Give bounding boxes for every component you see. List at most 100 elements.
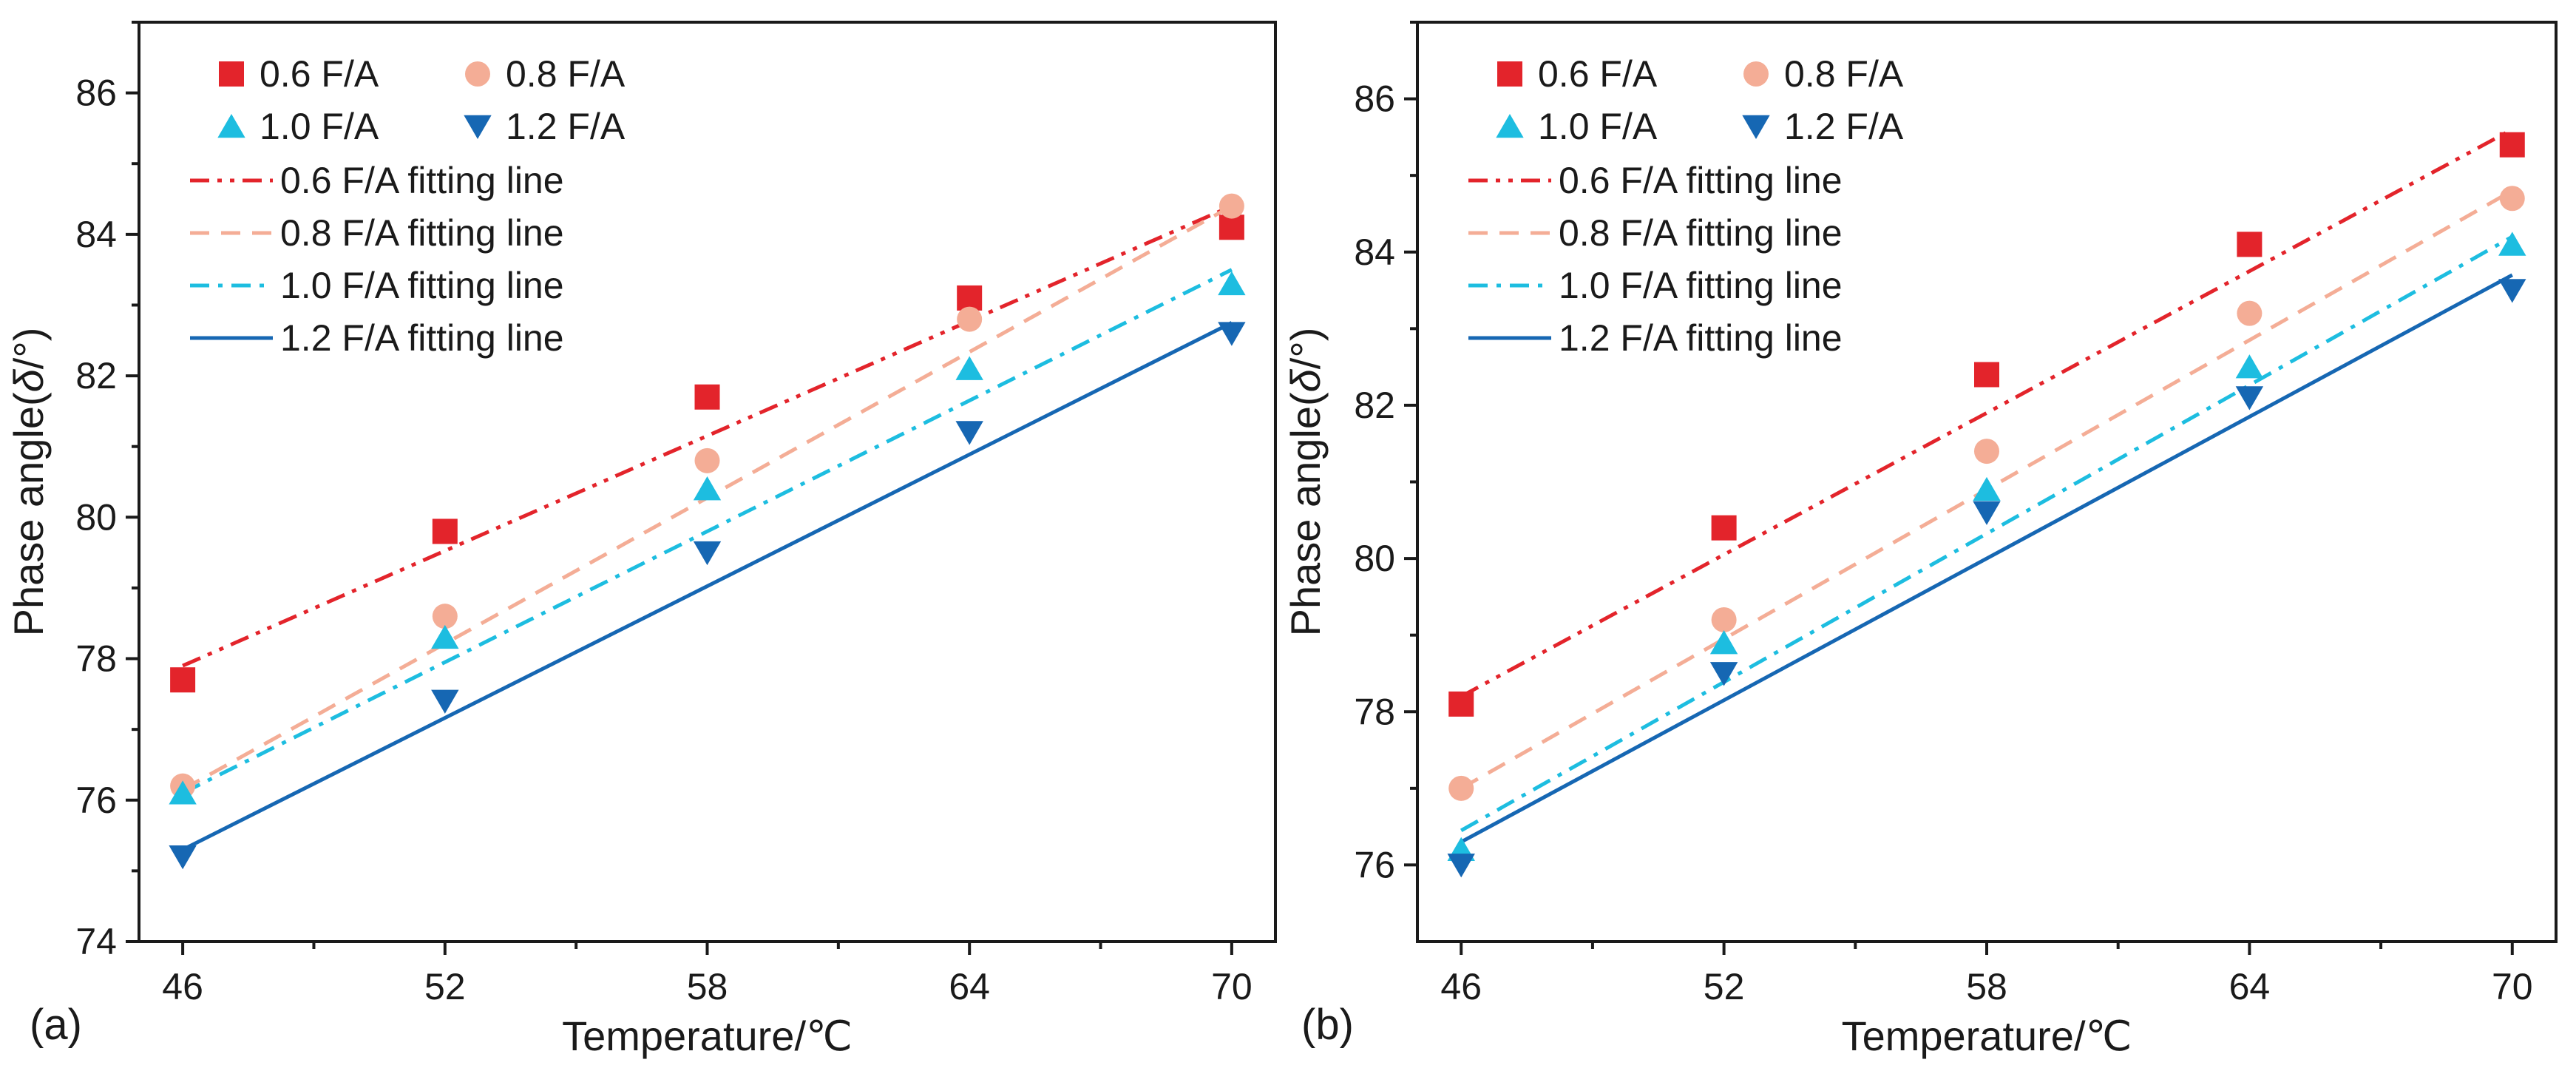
y-tick-label: 76 xyxy=(75,780,117,821)
x-tick-label: 64 xyxy=(949,966,990,1007)
fit-line-2 xyxy=(1460,234,2513,832)
legend-label: 0.6 F/A xyxy=(1538,53,1658,95)
data-point-3 xyxy=(1973,501,2001,525)
legend-label: 0.8 F/A xyxy=(506,53,626,95)
data-point-2 xyxy=(1218,271,1246,296)
data-point-1 xyxy=(1711,607,1737,632)
data-point-1 xyxy=(1218,193,1244,219)
x-tick-label: 64 xyxy=(2229,966,2271,1007)
legend-label: 1.2 F/A xyxy=(1784,106,1904,147)
data-point-3 xyxy=(1447,854,1475,878)
legend-fit-label: 0.8 F/A fitting line xyxy=(1559,212,1843,254)
panel-b: 46 52 58 64 70 76 78 80 82 84 86 Temperature/℃ Phase… xyxy=(1282,21,2558,1059)
y-axis-title-suffix: /°) xyxy=(1282,328,1329,370)
legend-marker-3 xyxy=(464,115,492,139)
y-tick-label: 86 xyxy=(75,72,117,114)
y-axis-title-symbol: δ xyxy=(5,368,52,392)
legend-label: 1.0 F/A xyxy=(1538,106,1658,147)
data-point-1 xyxy=(694,447,720,473)
y-axis-title-prefix: Phase angle( xyxy=(1282,392,1329,636)
y-axis-title-suffix: /°) xyxy=(5,328,52,370)
x-tick-label: 52 xyxy=(424,966,466,1007)
data-point-3 xyxy=(1709,662,1738,686)
x-tick-label: 58 xyxy=(687,966,728,1007)
legend-marker-0 xyxy=(1497,61,1522,87)
data-point-0 xyxy=(432,518,458,544)
legend-marker-2 xyxy=(1496,114,1524,138)
panel-label: (a) xyxy=(30,1001,82,1049)
y-tick-label: 74 xyxy=(75,921,117,962)
x-tick-label: 70 xyxy=(2492,966,2533,1007)
legend-fit-label: 0.8 F/A fitting line xyxy=(280,212,564,254)
fit-line-0 xyxy=(182,204,1233,668)
y-tick-label: 78 xyxy=(1354,691,1395,732)
data-point-1 xyxy=(1448,775,1474,801)
legend-marker-2 xyxy=(217,114,245,138)
y-tick-label: 84 xyxy=(75,214,117,255)
y-tick-label: 82 xyxy=(1354,385,1395,426)
y-axis-title-prefix: Phase angle( xyxy=(5,392,52,636)
data-point-0 xyxy=(1711,515,1737,541)
x-tick-label: 52 xyxy=(1704,966,1745,1007)
legend-fit-label: 1.2 F/A fitting line xyxy=(1559,317,1843,359)
legend-fit-label: 1.2 F/A fitting line xyxy=(280,317,564,359)
x-tick-label: 58 xyxy=(1966,966,2007,1007)
data-point-2 xyxy=(955,356,983,380)
x-axis-title: Temperature/℃ xyxy=(562,1013,853,1059)
data-point-0 xyxy=(2237,232,2263,257)
panel-a: 46 52 58 64 70 74 76 78 80 82 84 86 Temperature/℃ Pha… xyxy=(5,21,1277,1059)
legend-marker-0 xyxy=(219,61,244,87)
data-point-2 xyxy=(693,476,722,501)
data-point-0 xyxy=(1218,214,1244,240)
y-tick-label: 82 xyxy=(75,355,117,396)
y-tick-label: 78 xyxy=(75,638,117,680)
data-point-3 xyxy=(2235,386,2264,411)
data-point-3 xyxy=(1218,322,1246,346)
data-point-1 xyxy=(2237,300,2263,326)
data-point-1 xyxy=(432,604,458,629)
data-point-0 xyxy=(1448,691,1474,717)
legend-marker-3 xyxy=(1742,115,1770,139)
y-tick-label: 80 xyxy=(1354,538,1395,579)
y-axis-title: Phase angle(δ/°) xyxy=(1282,328,1329,637)
data-point-3 xyxy=(431,689,459,714)
panel-label: (b) xyxy=(1301,1001,1354,1049)
legend-label: 0.8 F/A xyxy=(1784,53,1904,95)
y-axis-title: Phase angle(δ/°) xyxy=(5,328,52,637)
legend-fit-label: 0.6 F/A fitting line xyxy=(280,160,564,201)
x-tick-label: 70 xyxy=(1211,966,1253,1007)
data-point-1 xyxy=(957,306,983,332)
fit-line-3 xyxy=(181,321,1233,851)
y-tick-label: 84 xyxy=(1354,232,1395,273)
data-point-2 xyxy=(431,624,459,649)
legend-marker-1 xyxy=(465,61,490,87)
legend-marker-1 xyxy=(1743,61,1769,87)
y-tick-label: 76 xyxy=(1354,844,1395,885)
data-point-1 xyxy=(2499,186,2525,212)
data-point-0 xyxy=(2499,132,2525,158)
data-point-0 xyxy=(694,384,720,410)
data-point-3 xyxy=(693,541,722,566)
data-point-2 xyxy=(1709,630,1738,655)
legend-label: 0.6 F/A xyxy=(260,53,379,95)
data-point-2 xyxy=(2235,354,2264,379)
fit-line-2 xyxy=(181,268,1233,795)
legend-label: 1.0 F/A xyxy=(260,106,379,147)
x-tick-label: 46 xyxy=(1440,966,1482,1007)
data-point-2 xyxy=(1973,476,2001,501)
x-tick-label: 46 xyxy=(162,966,203,1007)
legend-fit-label: 1.0 F/A fitting line xyxy=(280,265,564,306)
x-axis-title: Temperature/℃ xyxy=(1842,1013,2132,1059)
y-tick-label: 80 xyxy=(75,496,117,538)
legend-label: 1.2 F/A xyxy=(506,106,626,147)
data-point-3 xyxy=(955,421,983,445)
fit-line-3 xyxy=(1460,273,2513,844)
data-point-0 xyxy=(170,667,196,693)
data-point-2 xyxy=(169,780,197,805)
y-axis-title-symbol: δ xyxy=(1282,368,1329,392)
data-point-0 xyxy=(957,285,983,311)
data-point-3 xyxy=(2498,279,2526,303)
y-tick-label: 86 xyxy=(1354,78,1395,120)
fit-line-0 xyxy=(1460,127,2513,698)
